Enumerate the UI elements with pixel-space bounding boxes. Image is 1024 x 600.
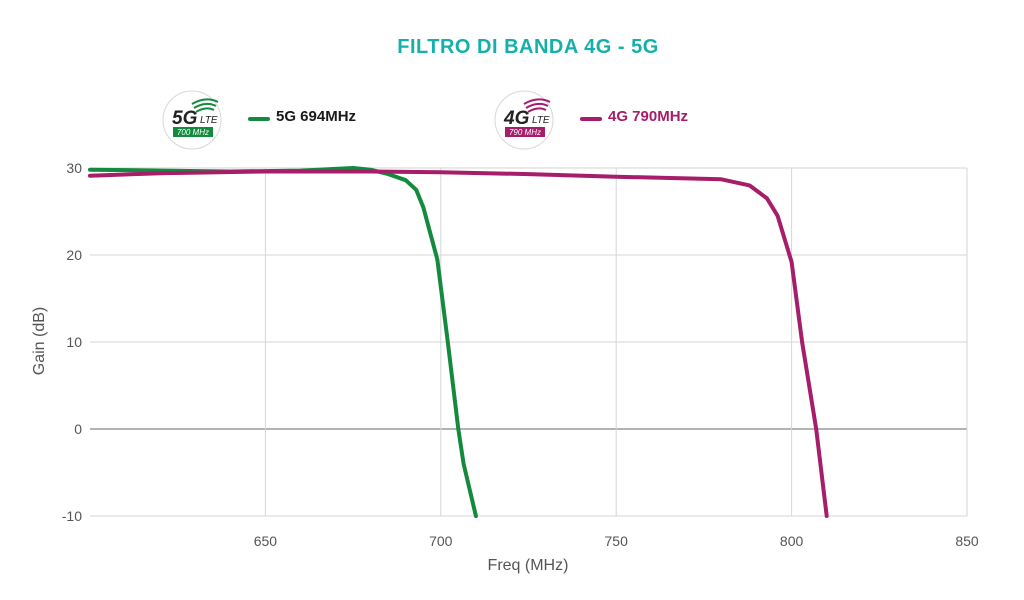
badge-sub-text: LTE [200, 115, 218, 126]
legend-line-4g [580, 117, 602, 121]
chart-title: FILTRO DI BANDA 4G - 5G [397, 36, 659, 58]
y-axis-label: Gain (dB) [31, 307, 48, 375]
badge-band-text: 790 MHz [509, 128, 541, 137]
x-tick-label: 750 [605, 533, 629, 549]
x-tick-label: 650 [254, 533, 278, 549]
badge-sub-text: LTE [532, 115, 550, 126]
series-line-4g [88, 169, 829, 518]
badge-main-text: 4G [503, 108, 530, 129]
5g-lte-badge-icon: 5G LTE 700 MHz [162, 90, 222, 150]
y-tick-label: -10 [62, 508, 82, 524]
4g-lte-badge-icon: 4G LTE 790 MHz [494, 90, 554, 150]
x-axis-label: Freq (MHz) [488, 557, 569, 574]
badge-main-text: 5G [172, 108, 198, 129]
x-tick-label: 700 [429, 533, 453, 549]
series-lines [88, 166, 829, 518]
badge-band-text: 700 MHz [177, 128, 209, 137]
x-tick-label: 800 [780, 533, 804, 549]
legend-label-4g: 4G 790MHz [608, 108, 689, 125]
tick-labels: 30 20 10 0 -10 650 700 750 800 850 [62, 160, 979, 549]
grid-lines [90, 167, 968, 517]
y-tick-label: 0 [74, 421, 82, 437]
y-tick-label: 20 [66, 247, 82, 263]
legend-label-5g: 5G 694MHz [276, 108, 357, 125]
y-tick-label: 10 [66, 334, 82, 350]
legend-line-5g [248, 117, 270, 121]
x-tick-label: 850 [955, 533, 979, 549]
y-tick-label: 30 [66, 160, 82, 176]
